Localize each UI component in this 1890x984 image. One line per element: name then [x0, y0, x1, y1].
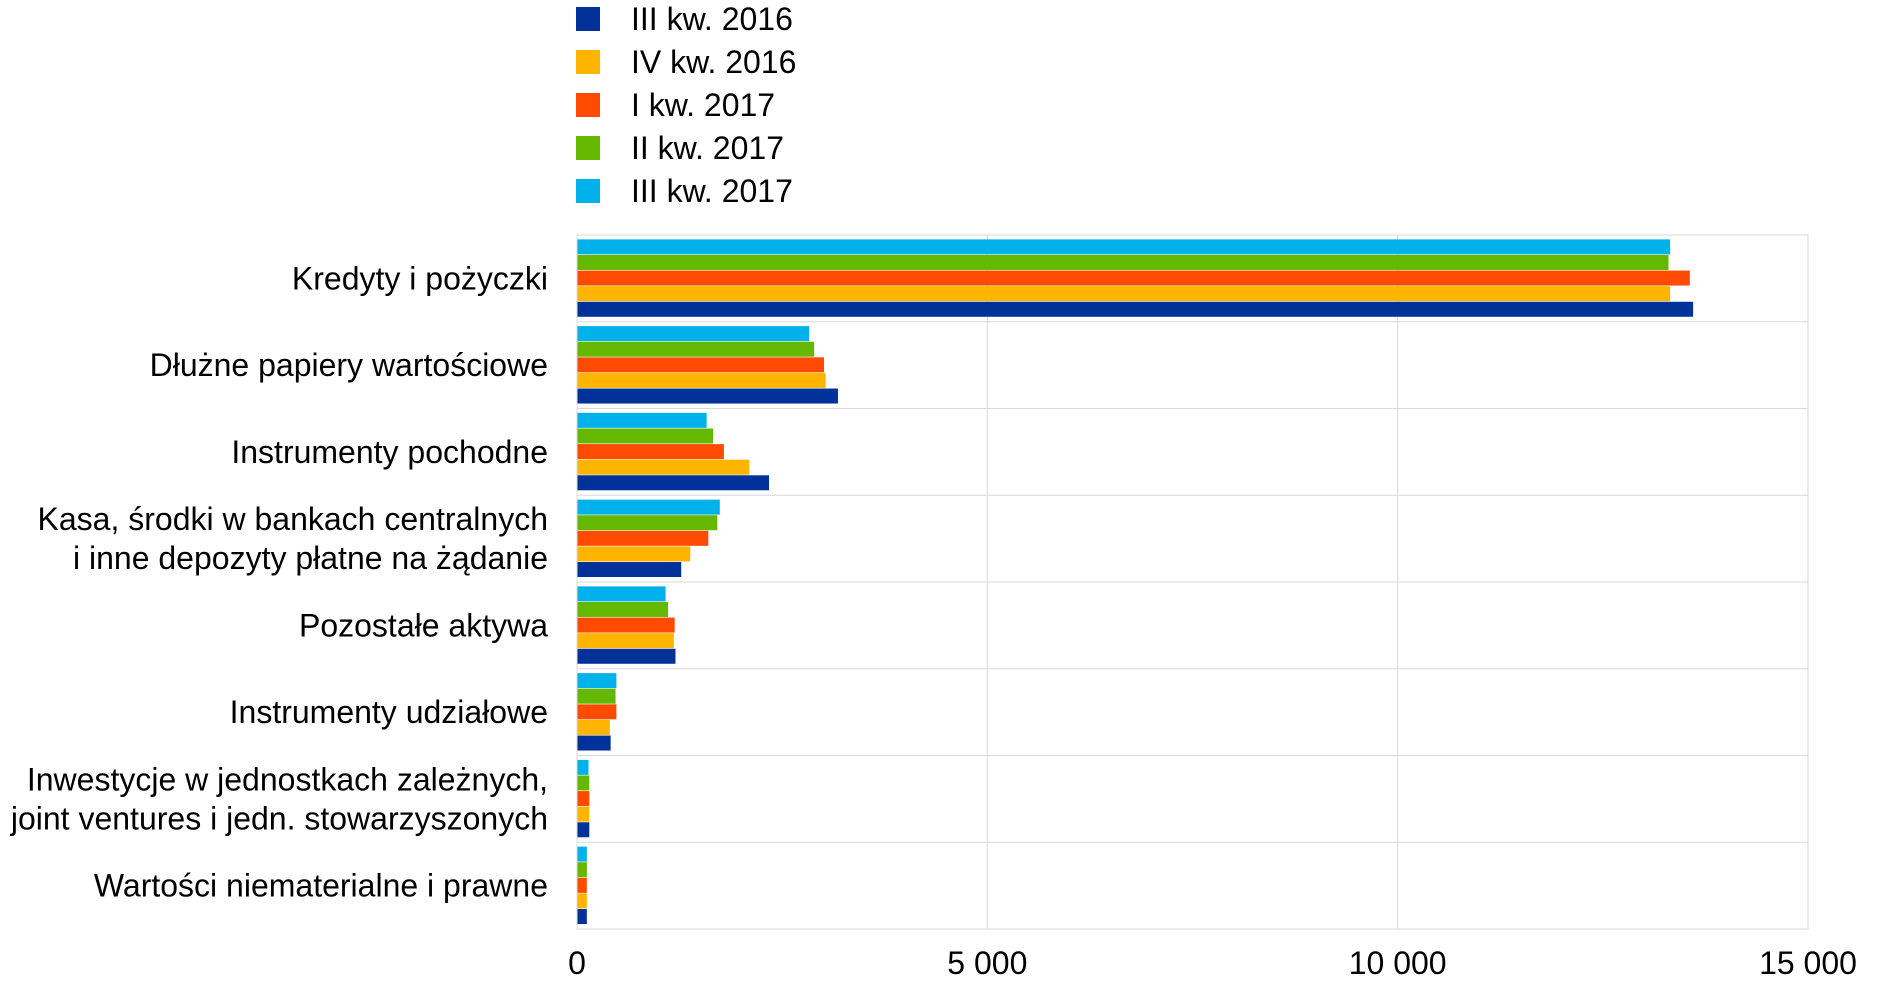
category-label: joint ventures i jedn. stowarzyszonych [10, 800, 548, 836]
bar [577, 515, 718, 531]
category-label: Inwestycje w jednostkach zależnych, [27, 761, 548, 797]
legend-label: II kw. 2017 [631, 130, 784, 166]
bar [577, 673, 617, 689]
x-tick-label: 15 000 [1759, 945, 1857, 981]
legend-swatch [576, 136, 600, 160]
bar [577, 444, 724, 460]
bar [577, 357, 825, 373]
bar [577, 562, 682, 578]
legend-label: IV kw. 2016 [631, 44, 796, 80]
bar [577, 893, 587, 909]
bar [577, 759, 589, 775]
bar [577, 704, 617, 720]
category-label: Pozostałe aktywa [299, 607, 548, 643]
bar [577, 254, 1669, 270]
x-tick-label: 0 [568, 945, 586, 981]
bar [577, 326, 810, 342]
bar [577, 846, 587, 862]
bar [577, 633, 674, 649]
legend: III kw. 2016 IV kw. 2016 I kw. 2017 II kw. … [576, 1, 796, 209]
bar [577, 388, 838, 404]
bar [577, 806, 590, 822]
bar [577, 239, 1671, 255]
bar [577, 791, 590, 807]
bar [577, 909, 587, 925]
bar [577, 412, 707, 428]
category-label: i inne depozyty płatne na żądanie [73, 540, 548, 576]
bar [577, 617, 675, 633]
bar [577, 530, 709, 546]
x-axis: 0 5 000 10 000 15 000 [568, 945, 1857, 981]
legend-swatch [576, 7, 600, 31]
category-label: Instrumenty pochodne [231, 434, 548, 470]
bar [577, 301, 1694, 317]
x-tick-label: 10 000 [1349, 945, 1447, 981]
bar [577, 688, 616, 704]
bar [577, 862, 587, 878]
bar [577, 822, 590, 838]
category-label: Kredyty i pożyczki [292, 260, 548, 296]
category-label: Instrumenty udziałowe [230, 694, 548, 730]
plot-area [576, 234, 1809, 930]
bar [577, 601, 669, 617]
y-axis: Kredyty i pożyczki Dłużne papiery wartośc… [10, 235, 578, 929]
bar [577, 459, 750, 475]
category-label: Kasa, środki w bankach centralnych [38, 501, 548, 537]
bar [577, 372, 826, 388]
bar [577, 499, 720, 515]
bar [577, 735, 611, 751]
x-tick-label: 5 000 [947, 945, 1027, 981]
bar [577, 775, 590, 791]
bar [577, 546, 691, 562]
bar [577, 475, 770, 491]
bar [577, 648, 676, 664]
legend-label: III kw. 2016 [631, 1, 793, 37]
bar [577, 586, 666, 602]
bar [577, 341, 815, 357]
legend-swatch [576, 179, 600, 203]
legend-swatch [576, 93, 600, 117]
bar [577, 286, 1671, 302]
bar [577, 877, 587, 893]
legend-label: I kw. 2017 [631, 87, 775, 123]
category-label: Dłużne papiery wartościowe [150, 347, 548, 383]
bar [577, 428, 714, 444]
bar [577, 270, 1690, 286]
legend-swatch [576, 50, 600, 74]
category-label: Wartości niematerialne i prawne [94, 868, 548, 904]
bar [577, 719, 610, 735]
legend-label: III kw. 2017 [631, 173, 793, 209]
